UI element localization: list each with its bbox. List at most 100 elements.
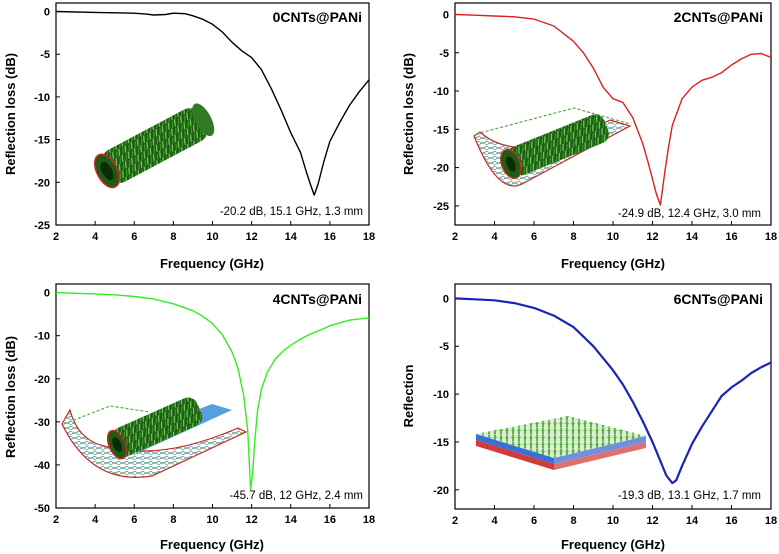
x-tick-label: 12 bbox=[646, 515, 658, 527]
x-axis-title: Frequency (GHz) bbox=[160, 537, 264, 552]
x-tick-label: 18 bbox=[765, 515, 777, 527]
y-tick-label: 0 bbox=[443, 293, 449, 305]
x-tick-label: 18 bbox=[363, 514, 375, 526]
y-tick-label: -20 bbox=[34, 177, 50, 189]
y-ticks: 0 -5 -10 -15 -20 bbox=[433, 293, 459, 497]
panel-6cnts: 2 4 6 8 10 12 14 16 18 0 -5 -10 -15 -20 6CNTs@PANi -… bbox=[401, 283, 777, 552]
layer-blue bbox=[476, 434, 554, 464]
x-tick-label: 14 bbox=[285, 514, 298, 526]
y-axis-title: Reflection loss (dB) bbox=[3, 336, 18, 458]
y-tick-label: -25 bbox=[433, 201, 449, 213]
x-tick-label: 14 bbox=[686, 231, 699, 243]
y-tick-label: -20 bbox=[34, 374, 50, 386]
layer-red bbox=[476, 440, 554, 470]
series-line bbox=[454, 13, 772, 206]
x-tick-label: 6 bbox=[531, 515, 537, 527]
y-tick-label: -40 bbox=[34, 460, 50, 472]
x-tick-label: 14 bbox=[285, 231, 298, 243]
panel-0cnts: 2 4 6 8 10 12 14 16 18 0 -5 -10 -15 -20 -25 0CNTs@PAN… bbox=[3, 2, 375, 271]
x-tick-label: 10 bbox=[607, 515, 619, 527]
annotation-minimum: -24.9 dB, 12.4 GHz, 3.0 mm bbox=[618, 208, 761, 220]
panel-title: 4CNTs@PANi bbox=[273, 291, 362, 307]
x-tick-label: 16 bbox=[725, 515, 737, 527]
x-tick-label: 8 bbox=[570, 231, 576, 243]
x-tick-label: 6 bbox=[131, 514, 137, 526]
x-tick-label: 2 bbox=[53, 231, 59, 243]
x-ticks: 2 4 6 8 10 12 14 16 18 bbox=[53, 504, 375, 526]
tube-body bbox=[112, 397, 203, 456]
x-tick-label: 12 bbox=[646, 231, 658, 243]
y-axis-title: Reflection loss (dB) bbox=[3, 53, 18, 175]
plot-frame bbox=[55, 2, 370, 226]
illustration-cnt-on-sheet bbox=[61, 397, 248, 478]
illustration-cnt-tube bbox=[93, 103, 215, 189]
x-tick-label: 4 bbox=[92, 514, 99, 526]
x-tick-label: 4 bbox=[491, 231, 498, 243]
x-tick-label: 6 bbox=[531, 231, 537, 243]
x-tick-label: 12 bbox=[246, 514, 258, 526]
y-tick-label: -15 bbox=[433, 437, 449, 449]
tube-body bbox=[506, 114, 609, 176]
x-tick-label: 16 bbox=[324, 231, 336, 243]
panel-title: 0CNTs@PANi bbox=[273, 9, 362, 25]
y-tick-label: -15 bbox=[34, 135, 50, 147]
y-axis-title: Reflection loss (dB) bbox=[401, 53, 416, 175]
y-tick-label: -10 bbox=[34, 92, 50, 104]
y-tick-label: -50 bbox=[34, 503, 50, 515]
x-tick-label: 10 bbox=[206, 231, 218, 243]
x-ticks: 2 4 6 8 10 12 14 16 18 bbox=[452, 221, 777, 243]
x-tick-label: 10 bbox=[206, 514, 218, 526]
y-tick-label: -25 bbox=[34, 220, 50, 232]
panel-title: 2CNTs@PANi bbox=[674, 9, 763, 25]
y-tick-label: 0 bbox=[44, 288, 50, 300]
x-tick-label: 2 bbox=[452, 231, 458, 243]
y-tick-label: 0 bbox=[44, 7, 50, 19]
series-line bbox=[55, 291, 370, 491]
x-tick-label: 4 bbox=[491, 515, 498, 527]
x-tick-label: 16 bbox=[324, 514, 336, 526]
y-tick-label: -10 bbox=[433, 86, 449, 98]
x-tick-label: 2 bbox=[53, 514, 59, 526]
x-tick-label: 16 bbox=[725, 231, 737, 243]
x-tick-label: 14 bbox=[686, 515, 699, 527]
x-tick-label: 10 bbox=[607, 231, 619, 243]
panel-title: 6CNTs@PANi bbox=[674, 291, 763, 307]
x-tick-label: 18 bbox=[363, 231, 375, 243]
sheet-curve bbox=[61, 408, 248, 478]
x-axis-title: Frequency (GHz) bbox=[561, 537, 665, 552]
panel-2cnts: 2 4 6 8 10 12 14 16 18 0 -5 -10 -15 -20 -25 2CNTs@PAN… bbox=[401, 2, 777, 271]
series-line bbox=[55, 10, 370, 196]
plot-frame bbox=[55, 283, 370, 509]
y-axis-title: Reflection bbox=[401, 365, 416, 428]
y-tick-label: -5 bbox=[40, 49, 50, 61]
x-tick-label: 4 bbox=[92, 231, 99, 243]
x-tick-label: 8 bbox=[170, 231, 176, 243]
plot-frame bbox=[454, 283, 772, 510]
panel-4cnts: 2 4 6 8 10 12 14 16 18 0 -10 -20 -30 -40 -50 4CNTs@PA… bbox=[3, 283, 375, 552]
y-tick-label: -10 bbox=[34, 331, 50, 343]
x-tick-label: 8 bbox=[570, 515, 576, 527]
annotation-minimum: -45.7 dB, 12 GHz, 2.4 mm bbox=[229, 490, 363, 502]
y-tick-label: -20 bbox=[433, 163, 449, 175]
y-tick-label: -10 bbox=[433, 389, 449, 401]
series-line bbox=[454, 297, 772, 485]
y-tick-label: -5 bbox=[439, 48, 449, 60]
illustration-cnt-on-sheet bbox=[473, 107, 632, 187]
x-tick-label: 12 bbox=[246, 231, 258, 243]
y-ticks: 0 -5 -10 -15 -20 -25 bbox=[34, 7, 60, 232]
x-ticks: 2 4 6 8 10 12 14 16 18 bbox=[452, 505, 777, 527]
annotation-minimum: -19.3 dB, 13.1 GHz, 1.7 mm bbox=[618, 490, 761, 502]
annotation-minimum: -20.2 dB, 15.1 GHz, 1.3 mm bbox=[220, 206, 363, 218]
x-tick-label: 8 bbox=[170, 514, 176, 526]
tube-body bbox=[101, 108, 208, 184]
x-axis-title: Frequency (GHz) bbox=[561, 256, 665, 271]
x-tick-label: 18 bbox=[765, 231, 777, 243]
y-tick-label: 0 bbox=[443, 9, 449, 21]
y-tick-label: -30 bbox=[34, 417, 50, 429]
x-axis-title: Frequency (GHz) bbox=[160, 256, 264, 271]
y-tick-label: -15 bbox=[433, 124, 449, 136]
x-tick-label: 2 bbox=[452, 515, 458, 527]
y-ticks: 0 -10 -20 -30 -40 -50 bbox=[34, 288, 60, 515]
x-ticks: 2 4 6 8 10 12 14 16 18 bbox=[53, 221, 375, 243]
